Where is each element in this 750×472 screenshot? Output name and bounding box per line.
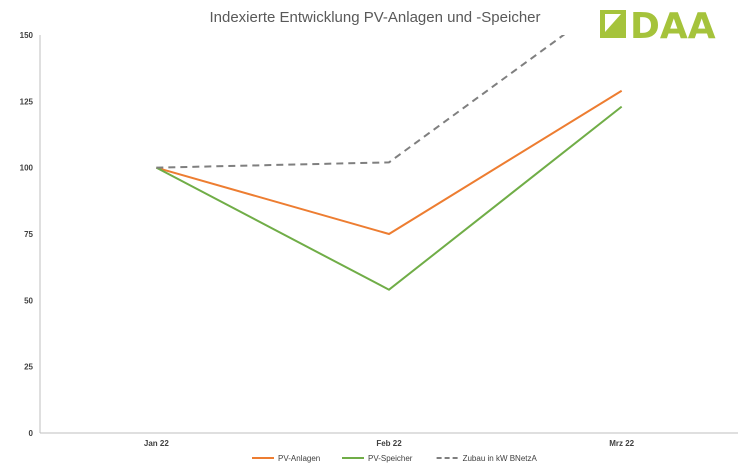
y-tick-label: 125	[20, 97, 34, 106]
daa-logo-text: DAA	[630, 6, 716, 47]
y-tick-label: 150	[20, 31, 34, 40]
legend-label-1: PV-Anlagen	[278, 454, 320, 463]
plot-area: 0 25 50 75 100 125 150 Jan 22 Feb 22 Mrz 22	[20, 31, 738, 448]
legend-label-2: PV-Speicher	[368, 454, 413, 463]
chart-title: Indexierte Entwicklung PV-Anlagen und -S…	[209, 9, 540, 26]
daa-logo-mark	[600, 10, 626, 38]
legend-label-3: Zubau in kW BNetzA	[463, 454, 538, 463]
series-line-2	[155, 105, 623, 291]
x-tick-label: Jan 22	[144, 439, 169, 448]
x-tick-label: Feb 22	[376, 439, 402, 448]
y-tick-label: 100	[20, 164, 34, 173]
y-tick-label: 75	[24, 230, 33, 239]
y-tick-label: 0	[29, 429, 34, 438]
daa-logo: DAA	[600, 6, 716, 47]
series-lines	[155, 35, 623, 291]
x-tick-label: Mrz 22	[609, 439, 634, 448]
legend: PV-Anlagen PV-Speicher Zubau in kW BNetzA	[252, 454, 538, 463]
y-tick-label: 25	[24, 363, 33, 372]
series-line-1	[156, 89, 623, 236]
series-line-3	[156, 35, 566, 169]
y-tick-label: 50	[24, 296, 33, 305]
